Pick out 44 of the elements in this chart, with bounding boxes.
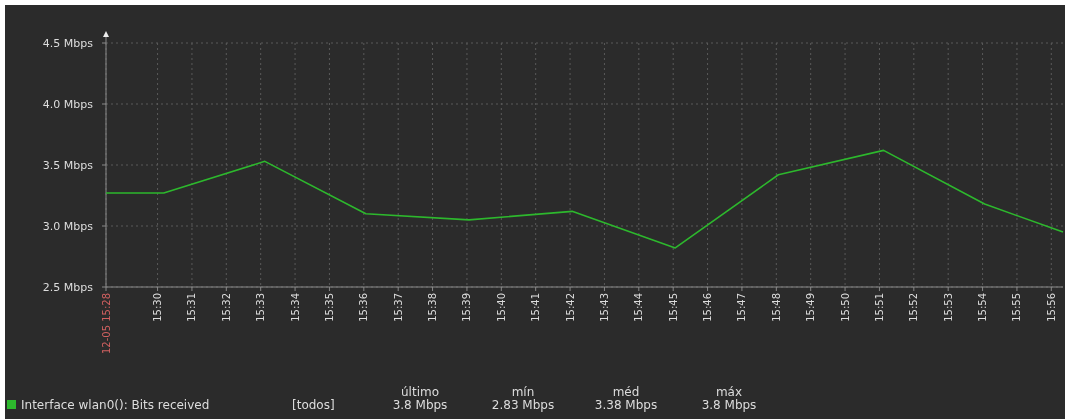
x-tick-label: 15:42	[564, 293, 576, 322]
line-series	[105, 149, 1064, 249]
x-tick-label: 15:52	[908, 293, 920, 322]
x-tick-label: 15:45	[667, 293, 679, 322]
y-tick-label: 3.0 Mbps	[42, 219, 94, 233]
text: último	[400, 385, 440, 399]
x-tick-label: 15:35	[323, 293, 335, 322]
x-tick-label: 15:55	[1011, 293, 1023, 322]
x-tick-label: 15:43	[598, 293, 610, 322]
x-tick-label: 15:48	[770, 293, 782, 322]
legend-label: Interface wlan0(): Bits received	[21, 398, 210, 412]
text: [todos]	[292, 398, 335, 412]
x-tick-label: 15:31	[186, 293, 198, 322]
text: méd	[612, 385, 640, 399]
x-tick-label: 15:44	[633, 293, 645, 322]
text: 3.8 Mbps	[701, 398, 757, 412]
x-tick-label: 15:49	[805, 293, 817, 322]
x-tick-label: 15:40	[495, 293, 507, 322]
x-tick-label: 15:37	[392, 293, 404, 322]
text: 2.83 Mbps	[491, 398, 555, 412]
x-tick-label: 15:47	[736, 293, 748, 322]
text: máx	[715, 385, 743, 399]
text: 3.38 Mbps	[594, 398, 658, 412]
x-tick-label: 15:46	[702, 293, 714, 322]
x-tick-label: 15:51	[873, 293, 885, 322]
x-tick-label: 15:50	[839, 293, 851, 322]
x-tick-label: 15:33	[255, 293, 267, 322]
x-tick-label: 15:30	[152, 293, 164, 322]
y-tick-label: 2.5 Mbps	[42, 280, 94, 294]
x-tick-label: 15:56	[1045, 293, 1057, 322]
x-tick-label: 12-05 15:28	[100, 293, 112, 355]
y-tick-label: 4.5 Mbps	[42, 36, 94, 50]
x-tick-label: 15:32	[220, 293, 232, 322]
x-tick-label: 15:34	[289, 293, 301, 322]
text: 3.8 Mbps	[392, 398, 448, 412]
x-tick-label: 15:54	[977, 293, 989, 322]
x-tick-label: 15:41	[530, 293, 542, 322]
text: mín	[511, 385, 535, 399]
y-tick-label: 4.0 Mbps	[42, 97, 94, 111]
y-tick-label: 3.5 Mbps	[42, 158, 94, 172]
x-tick-label: 15:36	[358, 293, 370, 322]
x-tick-label: 15:39	[461, 293, 473, 322]
x-tick-label: 15:38	[427, 293, 439, 322]
x-tick-label: 15:53	[942, 293, 954, 322]
